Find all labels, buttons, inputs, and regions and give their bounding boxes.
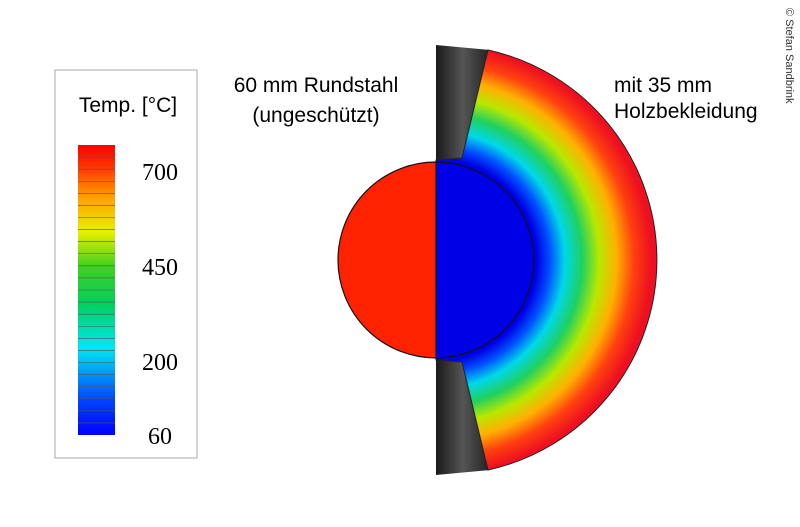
right-label: mit 35 mm [614, 74, 712, 97]
cladding-section [435, 49, 658, 471]
tick-label: 450 [142, 255, 178, 281]
tick-label: 60 [148, 424, 172, 450]
credit: © Stefan Sandbrink [783, 8, 795, 104]
tick-label: 200 [142, 350, 178, 376]
left-label: (ungeschützt) [252, 104, 379, 127]
legend-title: Temp. [°C] [79, 94, 177, 117]
wood-edge [436, 45, 490, 475]
colorbar-bands [78, 156, 115, 424]
tick-label: 700 [142, 160, 178, 186]
left-label: 60 mm Rundstahl [234, 74, 399, 97]
steel-outline-right [435, 161, 535, 359]
steel-unprotected [337, 161, 437, 359]
right-label: Holzbekleidung [614, 100, 758, 123]
